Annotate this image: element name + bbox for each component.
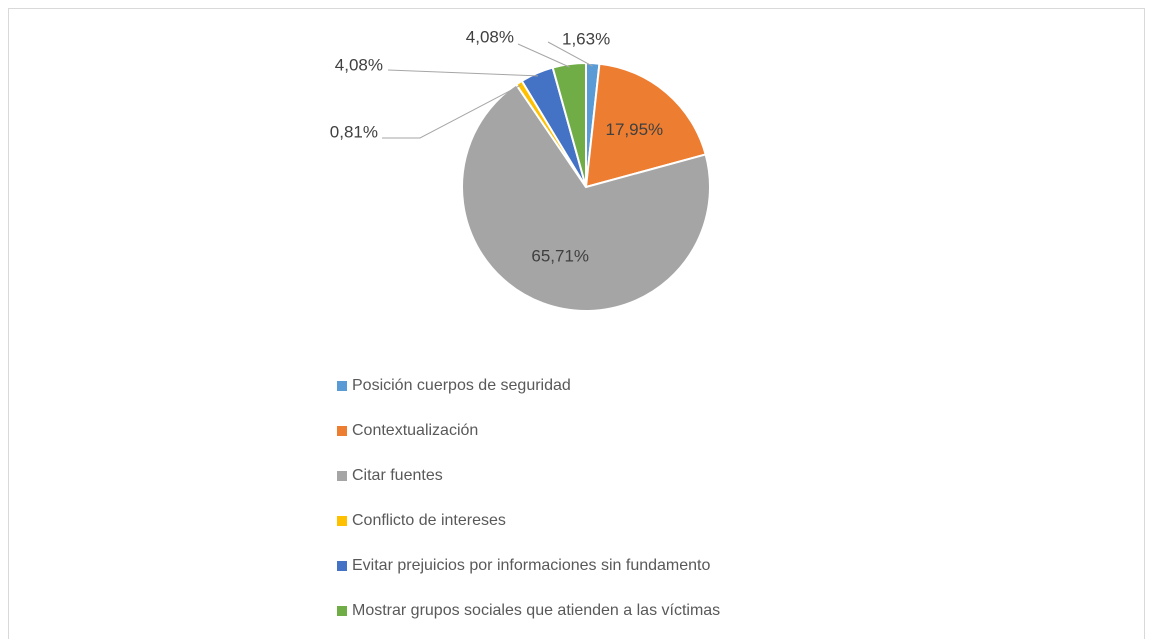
pie-slice: [584, 62, 707, 189]
legend-label: Mostrar grupos sociales que atienden a l…: [352, 602, 720, 619]
data-label: 0,81%: [330, 122, 378, 141]
data-label: 17,95%: [605, 120, 663, 139]
legend-label: Posición cuerpos de seguridad: [352, 377, 571, 394]
legend-swatch: [337, 606, 347, 616]
data-label: 4,08%: [466, 27, 514, 46]
data-label: 4,08%: [335, 55, 383, 74]
legend-label: Contextualización: [352, 422, 478, 439]
chart-frame: [8, 8, 1145, 639]
pie-slice: [461, 83, 711, 312]
legend-label: Conflicto de intereses: [352, 512, 506, 529]
data-label: 65,71%: [531, 246, 589, 265]
legend-swatch: [337, 471, 347, 481]
legend-swatch: [337, 516, 347, 526]
leader-line: [517, 43, 570, 68]
leader-line: [387, 69, 539, 77]
leader-line: [547, 41, 593, 67]
legend-swatch: [337, 381, 347, 391]
legend-swatch: [337, 426, 347, 436]
legend-label: Evitar prejuicios por informaciones sin …: [352, 557, 711, 574]
legend-label: Citar fuentes: [352, 467, 443, 484]
data-label: 1,63%: [562, 29, 610, 48]
leader-line: [382, 84, 521, 139]
legend-swatch: [337, 561, 347, 571]
